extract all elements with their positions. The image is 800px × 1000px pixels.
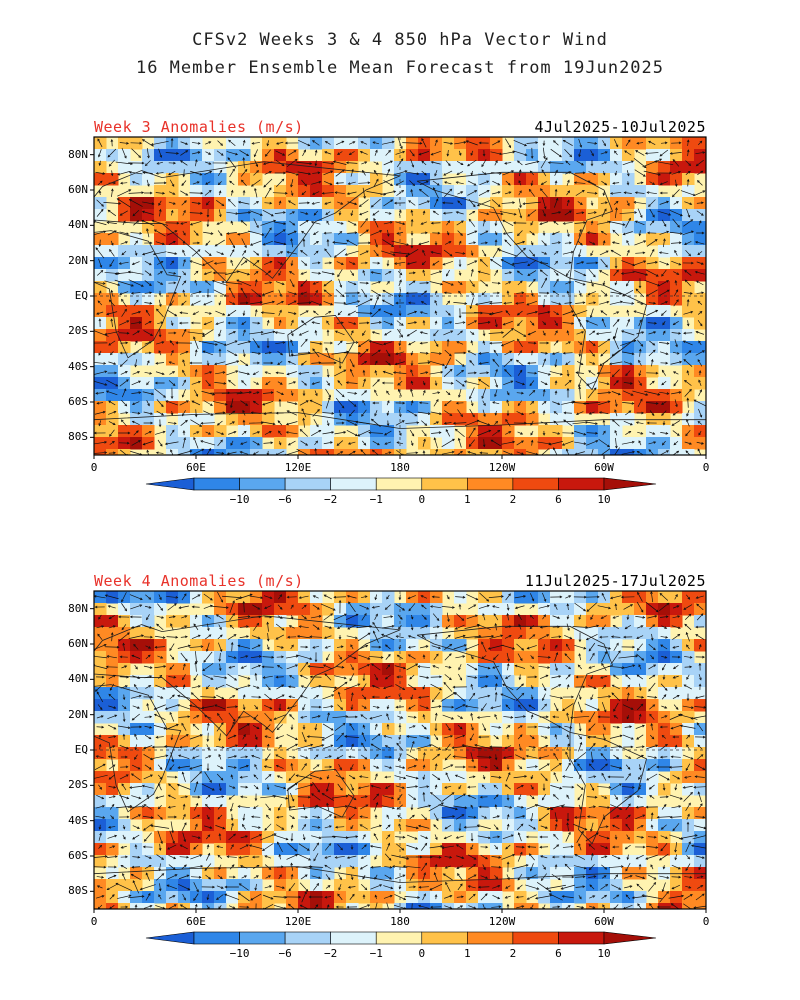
colorbar-label: −1 (369, 493, 383, 506)
lat-tick-label: 40N (68, 672, 88, 686)
lon-tick-label: 120W (488, 461, 516, 474)
figure-title-line1: CFSv2 Weeks 3 & 4 850 hPa Vector Wind (192, 30, 608, 50)
lat-tick-label: 20S (68, 324, 88, 338)
panel-title: Week 3 Anomalies (m/s) (94, 118, 304, 136)
wind-vectors (94, 137, 706, 455)
lat-tick-label: 60S (68, 849, 88, 862)
lat-tick-label: 20N (68, 707, 88, 721)
colorbar-label: −2 (324, 947, 338, 960)
colorbar-label: 2 (509, 493, 517, 506)
lon-tick-label: 60E (186, 915, 206, 928)
lat-tick-label: 60N (68, 637, 88, 650)
anomaly-field (94, 137, 706, 455)
lon-tick-label: 120E (284, 915, 312, 928)
lon-tick-label: 60W (594, 461, 614, 474)
map-panel-1 (90, 590, 707, 913)
date-range: 11Jul2025-17Jul2025 (524, 572, 706, 590)
lon-tick-label: 120E (284, 461, 312, 474)
wind-vectors (94, 591, 706, 909)
coastlines (94, 615, 706, 883)
colorbar-label: 10 (597, 493, 611, 506)
lat-tick-label: 60S (68, 395, 88, 408)
colorbar (145, 931, 657, 945)
lat-tick-label: 20S (68, 778, 88, 792)
colorbar-label: 1 (464, 947, 471, 960)
colorbar (145, 477, 657, 491)
lat-tick-label: EQ (74, 289, 88, 302)
colorbar-label: 0 (418, 493, 426, 506)
lat-tick-label: 60N (68, 183, 88, 196)
colorbar-label: −10 (229, 947, 250, 960)
colorbar-label: 6 (555, 493, 562, 506)
panel-title: Week 4 Anomalies (m/s) (94, 572, 304, 590)
colorbar-label: 0 (418, 947, 426, 960)
colorbar-label: −10 (229, 493, 250, 506)
lon-tick-label: 0 (702, 461, 710, 474)
lon-tick-label: 0 (90, 915, 98, 928)
colorbar-label: 6 (555, 947, 562, 960)
anomaly-field (94, 591, 706, 909)
lat-tick-label: 80N (68, 601, 88, 615)
lon-tick-label: 120W (488, 915, 516, 928)
lat-tick-label: 80S (68, 430, 88, 444)
colorbar-label: −6 (278, 493, 292, 506)
colorbar-label: 2 (509, 947, 517, 960)
colorbar-label: 1 (464, 493, 471, 506)
colorbar-label: −6 (278, 947, 292, 960)
map-panel-0 (90, 136, 707, 459)
lon-tick-label: 60W (594, 915, 614, 928)
colorbar-label: −1 (369, 947, 383, 960)
lon-tick-label: 0 (702, 915, 710, 928)
lat-tick-label: 40S (68, 813, 88, 827)
lat-tick-label: 80S (68, 884, 88, 898)
colorbar-label: −2 (324, 493, 338, 506)
lat-tick-label: 20N (68, 253, 88, 267)
colorbar-label: 10 (597, 947, 611, 960)
lon-tick-label: 60E (186, 461, 206, 474)
lat-tick-label: EQ (74, 743, 88, 756)
lon-tick-label: 0 (90, 461, 98, 474)
lon-tick-label: 180 (390, 461, 410, 474)
figure-title-line2: 16 Member Ensemble Mean Forecast from 19… (135, 58, 665, 78)
lat-tick-label: 40N (68, 218, 88, 232)
lat-tick-label: 40S (68, 359, 88, 373)
date-range: 4Jul2025-10Jul2025 (534, 118, 706, 136)
lat-tick-label: 80N (68, 147, 88, 161)
lon-tick-label: 180 (390, 915, 410, 928)
